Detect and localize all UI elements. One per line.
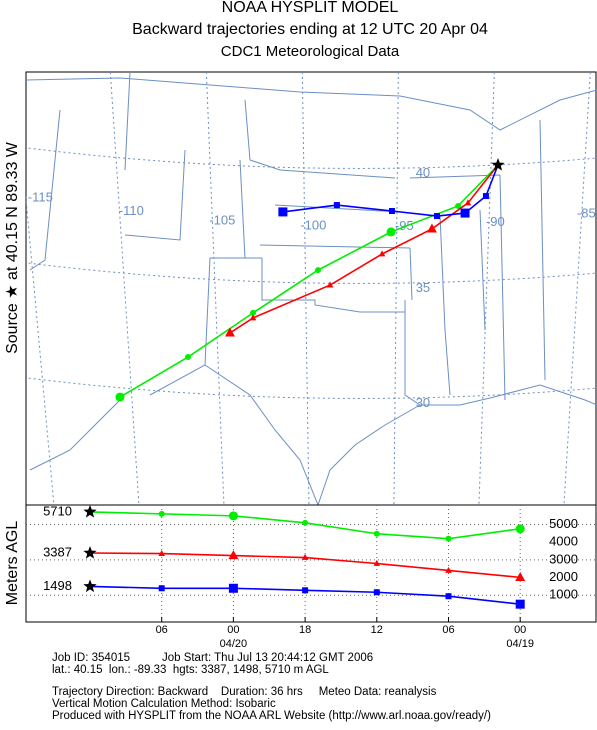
- subtitle: Backward trajectories ending at 12 UTC 2…: [132, 21, 488, 38]
- marker: [433, 213, 440, 220]
- data-source: CDC1 Meteorological Data: [221, 43, 400, 60]
- longitude-line: [478, 72, 495, 505]
- x-tick-label: 18: [299, 624, 311, 636]
- x-tick-label: 00: [227, 624, 239, 636]
- footer-line: Job ID: 354015 Job Start: Thu Jul 13 20:…: [52, 652, 373, 664]
- longitude-line: [301, 72, 310, 505]
- marker: [228, 511, 238, 521]
- start-height-label: 3387: [43, 544, 72, 559]
- date-label: 04/19: [506, 638, 534, 650]
- marker: [386, 227, 396, 237]
- marker: [333, 202, 340, 209]
- marker: [378, 250, 386, 257]
- marker: [460, 208, 470, 218]
- y-tick-label: 3000: [549, 551, 578, 566]
- marker: [426, 223, 437, 233]
- marker: [225, 327, 235, 337]
- footer: Job ID: 354015 Job Start: Thu Jul 13 20:…: [52, 652, 491, 722]
- marker: [228, 583, 238, 593]
- source-star: [83, 545, 97, 559]
- longitude-label: -110: [119, 203, 144, 218]
- height-panel-frame: [25, 504, 597, 623]
- longitude-label: -85: [577, 205, 596, 220]
- title: NOAA HYSPLIT MODEL: [222, 0, 399, 16]
- marker: [115, 392, 125, 402]
- marker: [302, 519, 309, 526]
- marker: [515, 524, 525, 534]
- source-label: Source ★ at 40.15 N 89.33 W: [4, 141, 21, 354]
- source-star: [83, 504, 97, 518]
- geography: [26, 72, 597, 505]
- marker: [158, 510, 165, 517]
- longitude-line: [205, 72, 225, 505]
- x-tick-label: 12: [371, 624, 383, 636]
- source-star: [491, 158, 505, 171]
- marker: [326, 281, 334, 288]
- y-tick-label: 1000: [549, 587, 578, 602]
- y-tick-label: 5000: [549, 516, 578, 531]
- footer-line: lat.: 40.15 lon.: -89.33 hgts: 3387, 149…: [52, 664, 329, 676]
- marker: [373, 559, 381, 566]
- x-tick-label: 00: [514, 624, 526, 636]
- start-height-label: 1498: [43, 578, 72, 593]
- marker: [278, 207, 288, 217]
- source-star: [83, 579, 97, 593]
- footer-line: Trajectory Direction: Backward Duration:…: [52, 686, 437, 698]
- marker: [250, 309, 257, 316]
- longitude-line: [563, 72, 591, 505]
- marker: [515, 599, 525, 609]
- latitude-label: 40: [416, 165, 430, 180]
- map: 40 35 30 -115 -110 -105 -100 -95 -90 -85: [26, 72, 597, 505]
- marker: [464, 199, 472, 206]
- height-chart: 1000 2000 3000 4000 5000 06 00 04/20 18 12 06 00 04/…: [26, 503, 596, 650]
- marker: [302, 587, 309, 594]
- map-frame: [25, 71, 597, 506]
- start-height-label: 5710: [43, 503, 72, 518]
- marker: [388, 208, 395, 214]
- footer-line: Produced with HYSPLIT from the NOAA ARL …: [52, 710, 491, 722]
- marker: [185, 354, 192, 361]
- longitude-line: [393, 72, 399, 505]
- longitude-label: -95: [395, 218, 414, 233]
- x-tick-label: 06: [156, 624, 168, 636]
- marker: [158, 585, 165, 592]
- latitude-label: 30: [416, 395, 430, 410]
- marker: [373, 530, 380, 537]
- marker: [515, 571, 526, 581]
- marker: [249, 314, 257, 321]
- latitude-line: [26, 147, 597, 169]
- marker: [445, 535, 452, 542]
- latitude-line: [26, 262, 597, 284]
- marker: [482, 193, 489, 200]
- marker: [455, 202, 462, 209]
- trajectory-line: [229, 164, 499, 334]
- marker: [228, 550, 239, 560]
- marker: [301, 553, 309, 560]
- y-tick-label: 2000: [549, 569, 578, 584]
- trajectory-line: [119, 164, 499, 398]
- longitude-label: -115: [28, 189, 53, 204]
- marker: [445, 593, 452, 600]
- longitude-line: [109, 72, 140, 505]
- longitude-label: -100: [300, 218, 326, 233]
- graticule: 40 35 30 -115 -110 -105 -100 -95 -90 -85: [26, 72, 597, 505]
- y-axis-title: Meters AGL: [4, 521, 21, 606]
- marker: [445, 566, 452, 573]
- date-label: 04/20: [220, 638, 248, 650]
- longitude-label: -90: [486, 214, 505, 229]
- x-tick-label: 06: [442, 624, 454, 636]
- footer-line: Vertical Motion Calculation Method: Isob…: [52, 698, 276, 710]
- marker: [158, 549, 165, 556]
- longitude-label: -105: [209, 213, 235, 228]
- latitude-label: 35: [416, 280, 430, 295]
- latitude-line: [26, 377, 597, 399]
- marker: [373, 589, 380, 596]
- y-tick-label: 4000: [549, 534, 578, 549]
- marker: [315, 267, 321, 274]
